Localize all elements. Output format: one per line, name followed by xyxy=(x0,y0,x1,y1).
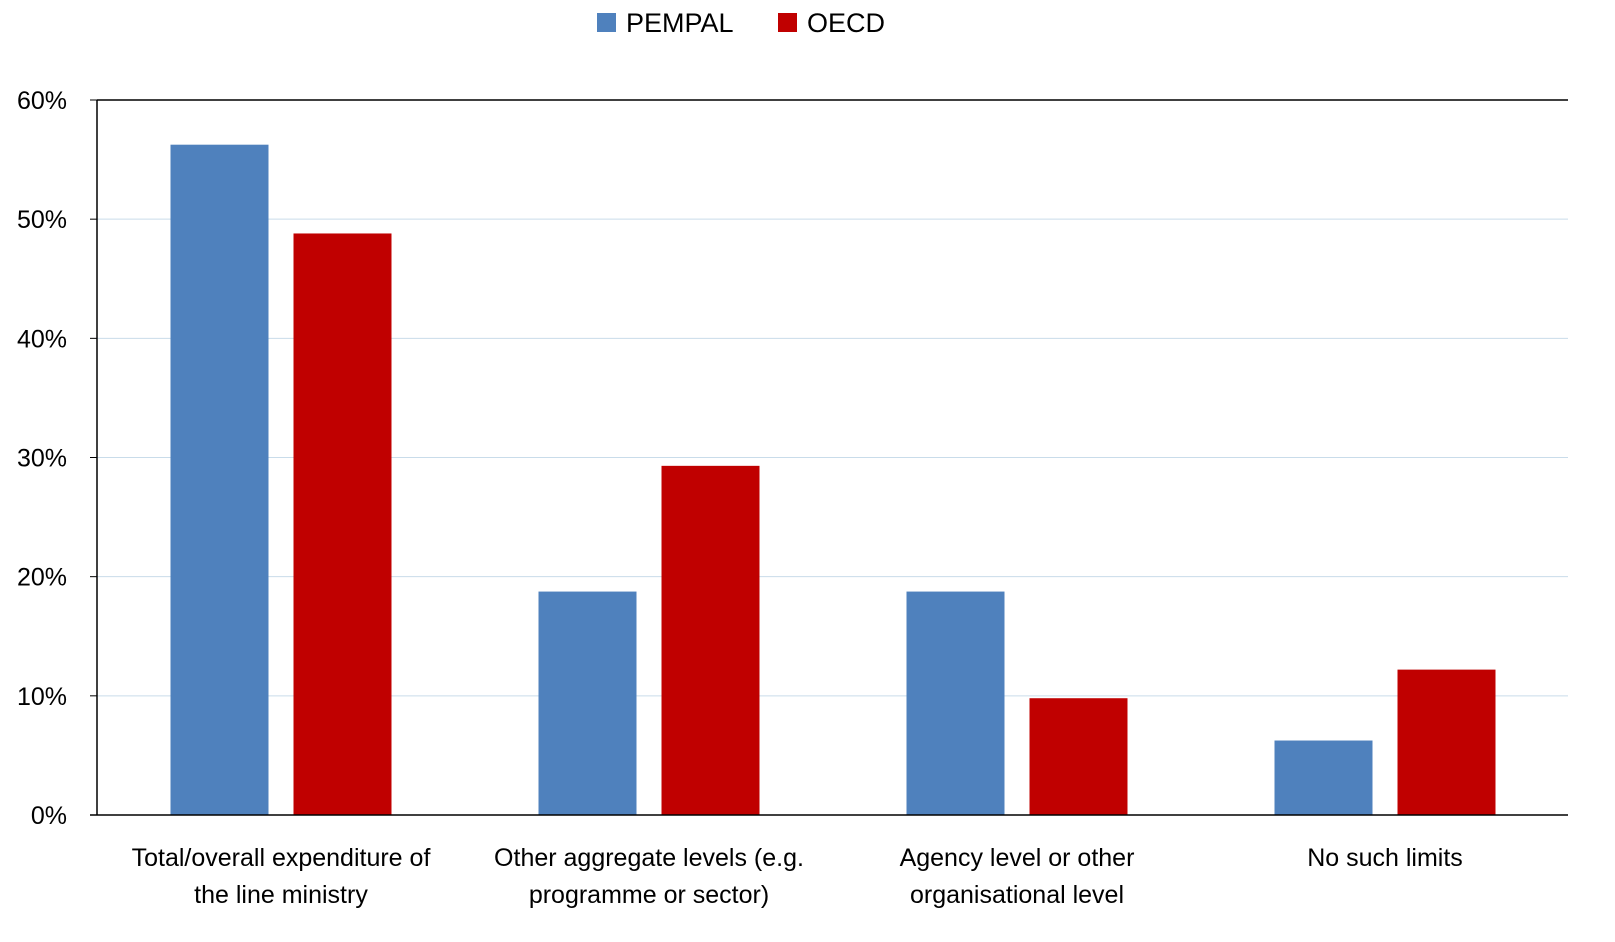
legend-label-oecd: OECD xyxy=(807,8,885,38)
x-category-label: Other aggregate levels (e.g. xyxy=(494,844,804,872)
x-category-label: Total/overall expenditure of xyxy=(132,844,431,872)
bar-oecd xyxy=(1397,669,1496,815)
x-category-label: programme or sector) xyxy=(529,881,769,909)
y-axis-ticks: 0% 10% 20% 30% 40% 50% 60% xyxy=(17,87,97,830)
y-tick-label: 50% xyxy=(17,206,67,234)
y-tick-label: 0% xyxy=(31,802,67,830)
x-category-label: No such limits xyxy=(1307,844,1463,872)
bar-pempal xyxy=(170,144,269,815)
y-tick-label: 40% xyxy=(17,325,67,353)
bar-pempal xyxy=(538,591,637,815)
y-tick-label: 10% xyxy=(17,683,67,711)
bar-oecd xyxy=(661,465,760,815)
y-tick-label: 30% xyxy=(17,445,67,473)
y-tick-label: 20% xyxy=(17,564,67,592)
legend-swatch-pempal xyxy=(597,13,616,32)
x-category-label: the line ministry xyxy=(194,881,368,909)
legend: PEMPAL OECD xyxy=(597,8,885,38)
bar-pempal xyxy=(1274,740,1373,815)
bars xyxy=(170,144,1496,815)
legend-label-pempal: PEMPAL xyxy=(626,8,734,38)
bar-oecd xyxy=(1029,698,1128,815)
y-tick-label: 60% xyxy=(17,87,67,115)
bar-pempal xyxy=(906,591,1005,815)
x-category-label: organisational level xyxy=(910,881,1124,909)
bar-oecd xyxy=(293,233,392,815)
x-axis-labels: Total/overall expenditure of the line min… xyxy=(132,844,1463,909)
x-category-label: Agency level or other xyxy=(900,844,1135,872)
legend-swatch-oecd xyxy=(778,13,797,32)
